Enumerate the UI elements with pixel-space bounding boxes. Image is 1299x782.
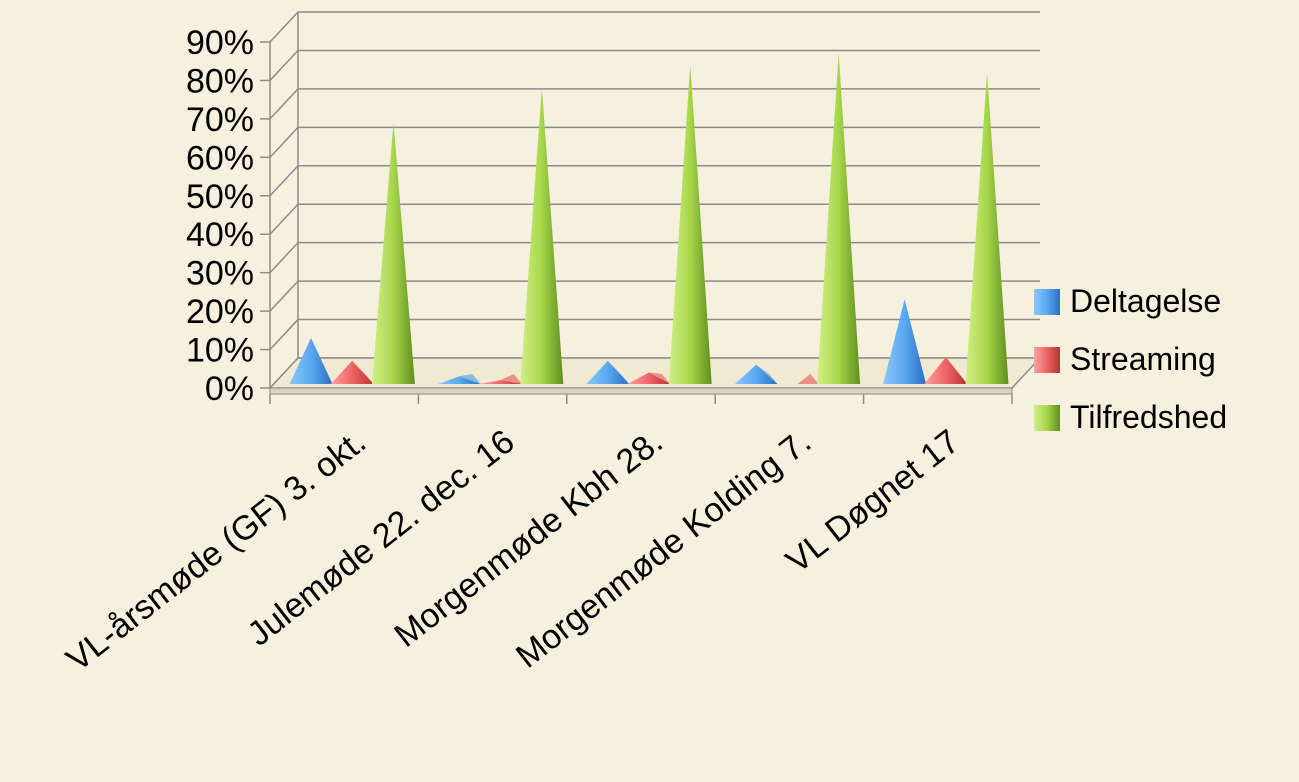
gridline (269, 126, 1040, 158)
legend-label: Streaming (1070, 341, 1216, 377)
plot-area: Deltagelse: 12%Streaming: 6%Tilfredshed:… (289, 53, 1009, 385)
legend: Deltagelse Streaming Tilfredshed (1034, 283, 1227, 435)
gridline (269, 11, 1040, 43)
legend-swatch (1034, 405, 1060, 431)
y-tick-label: 30% (186, 255, 254, 293)
pyramid-bar: Tilfredshed: 77% (520, 87, 564, 384)
category-axis: VL-årsmøde (GF) 3. okt.Julemøde 22. dec.… (59, 422, 966, 679)
y-tick-label: 70% (186, 101, 254, 139)
pyramid-bar: Tilfredshed: 86% (817, 53, 861, 384)
y-tick-label: 10% (186, 332, 254, 370)
pyramid-bar: Deltagelse: 6% (586, 360, 630, 384)
legend-label: Tilfredshed (1070, 399, 1227, 435)
gridline (269, 165, 1040, 197)
pyramid-bar: Streaming: 6% (330, 360, 374, 384)
pyramid-bar: Deltagelse: 22% (883, 299, 927, 384)
pyramid-bar: Deltagelse: 12% (289, 337, 333, 384)
category-label: Morgenmøde Kbh 28. (387, 422, 670, 654)
pyramid-bar: Tilfredshed: 83% (668, 64, 712, 385)
y-tick-label: 80% (186, 62, 254, 100)
y-tick-label: 20% (186, 293, 254, 331)
category-label: Julemøde 22. dec. 16 (240, 422, 521, 653)
gridline (269, 49, 1040, 81)
y-tick-label: 0% (205, 370, 254, 408)
gridline (269, 88, 1040, 120)
legend-swatch (1034, 347, 1060, 373)
y-tick-label: 50% (186, 178, 254, 216)
y-tick-label: 40% (186, 216, 254, 254)
pyramid-bar: Tilfredshed: 68% (371, 122, 415, 385)
legend-label: Deltagelse (1070, 283, 1221, 319)
pyramid-bar: Deltagelse: 5% (734, 364, 778, 384)
y-tick-label: 90% (186, 24, 254, 62)
category-label: Morgenmøde Kolding 7. (509, 422, 818, 675)
y-tick-label: 60% (186, 139, 254, 177)
pyramid-bar: Deltagelse: 2% (437, 374, 481, 384)
legend-swatch (1034, 289, 1060, 315)
pyramid-bar: Streaming: 1% (479, 374, 523, 384)
category-label: VL-årsmøde (GF) 3. okt. (59, 422, 373, 679)
pyramid-bar: Streaming: 3% (627, 372, 671, 384)
pyramid-bar: Streaming: 7% (924, 357, 968, 384)
pyramid-bar: Streaming: 0% (797, 374, 819, 384)
chart-floor-edge (269, 387, 1013, 395)
pyramid-bar: Tilfredshed: 81% (965, 72, 1009, 384)
